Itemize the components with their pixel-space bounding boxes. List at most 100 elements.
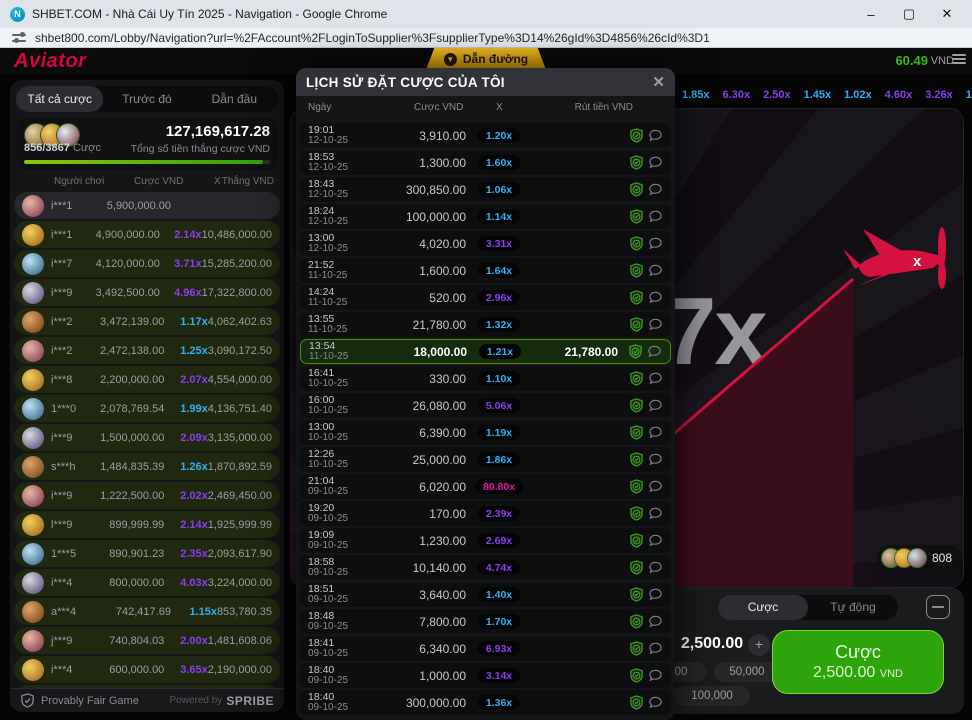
bet-time: 16:41 (308, 366, 335, 379)
site-settings-icon[interactable] (12, 31, 26, 44)
history-multiplier[interactable]: 1.17x (965, 89, 972, 101)
bet-time: 14:24 (308, 285, 335, 298)
fairness-check-icon[interactable] (629, 641, 644, 656)
close-window-button[interactable]: ✕ (941, 6, 953, 21)
fairness-check-icon[interactable] (629, 236, 644, 251)
chat-bubble-icon[interactable] (648, 209, 663, 224)
bet-amount: 330.00 (429, 371, 466, 386)
player-name: i***2 (51, 315, 73, 328)
history-row: 13:55 11-10-25 21,780.00 1.32x (300, 312, 671, 337)
bet-amount: 25,000.00 (412, 452, 466, 467)
url-text[interactable]: shbet800.com/Lobby/Navigation?url=%2FAcc… (35, 30, 710, 45)
chat-bubble-icon[interactable] (648, 128, 663, 143)
fairness-check-icon[interactable] (629, 371, 644, 386)
fairness-check-icon[interactable] (629, 155, 644, 170)
chat-bubble-icon[interactable] (648, 668, 663, 683)
avatar (22, 455, 44, 478)
chat-bubble-icon[interactable] (647, 344, 662, 359)
chat-bubble-icon[interactable] (648, 533, 663, 548)
player-win: 3,135,000.00 (207, 431, 272, 444)
history-multiplier[interactable]: 1.02x (844, 89, 872, 101)
chat-bubble-icon[interactable] (648, 587, 663, 602)
bets-sidebar: Tất cả cược Trước đó Dẫn đầu 127,169,617… (10, 80, 284, 712)
chat-bubble-icon[interactable] (648, 614, 663, 629)
fairness-check-icon[interactable] (629, 587, 644, 602)
player-multiplier: 1.15x (189, 605, 217, 618)
maximize-window-button[interactable]: ▢ (902, 6, 916, 21)
history-multiplier[interactable]: 4.60x (884, 89, 913, 101)
fairness-check-icon[interactable] (629, 560, 644, 575)
sidebar-tab[interactable]: Trước đó (122, 92, 172, 106)
chat-bubble-icon[interactable] (648, 398, 663, 413)
chat-bubble-icon[interactable] (648, 290, 663, 305)
players-list: i***1 5,900,000.00 i***1 4,900,000.00 2.… (14, 192, 280, 688)
history-multiplier[interactable]: 6.30x (722, 89, 751, 101)
history-multiplier[interactable]: 2.50x (763, 89, 791, 101)
chat-bubble-icon[interactable] (648, 641, 663, 656)
fairness-check-icon[interactable] (629, 263, 644, 278)
history-multiplier[interactable]: 1.85x (682, 89, 710, 101)
fairness-check-icon[interactable] (629, 290, 644, 305)
fairness-check-icon[interactable] (629, 668, 644, 683)
fairness-check-icon[interactable] (628, 344, 643, 359)
history-rows: 19:01 12-10-25 3,910.00 1.20x (300, 123, 671, 720)
quick-bet-button[interactable]: 100,000 (674, 686, 750, 706)
player-bet: 740,804.03 (109, 634, 165, 647)
fairness-check-icon[interactable] (629, 533, 644, 548)
nav-guide-button[interactable]: ▼ Dẫn đường (425, 48, 547, 70)
chat-bubble-icon[interactable] (648, 182, 663, 197)
chat-bubble-icon[interactable] (648, 479, 663, 494)
bet-mode-tab[interactable]: Tự động (830, 600, 876, 614)
player-row: i***7 4,120,000.00 3.71x 15,285,200.00 (14, 250, 280, 277)
fairness-check-icon[interactable] (629, 425, 644, 440)
fairness-check-icon[interactable] (629, 614, 644, 629)
fairness-check-icon[interactable] (629, 128, 644, 143)
fairness-check-icon[interactable] (629, 506, 644, 521)
fairness-check-icon[interactable] (629, 209, 644, 224)
provably-fair-label[interactable]: Provably Fair Game (41, 694, 139, 707)
round-multiplier: 1.40x (477, 587, 521, 602)
collapse-panel-icon[interactable] (926, 595, 950, 619)
bet-time: 18:43 (308, 177, 335, 190)
minimize-window-button[interactable]: – (867, 6, 875, 22)
place-bet-button[interactable]: Cược 2,500.00 VND (772, 630, 944, 694)
bet-date: 09-10-25 (308, 485, 349, 497)
quick-bet-button[interactable]: 50,000 (714, 662, 780, 682)
chat-bubble-icon[interactable] (648, 425, 663, 440)
bet-amount: 170.00 (429, 506, 466, 521)
spribe-logo[interactable]: SPRIBE (226, 693, 274, 708)
chat-bubble-icon[interactable] (648, 506, 663, 521)
chat-bubble-icon[interactable] (648, 236, 663, 251)
player-row: i***2 3,472,139.00 1.17x 4,062,402.63 (14, 308, 280, 335)
fairness-check-icon[interactable] (629, 452, 644, 467)
player-name: i***7 (51, 257, 73, 270)
bet-amount-value[interactable]: 2,500.00 (680, 635, 744, 652)
chat-bubble-icon[interactable] (648, 155, 663, 170)
fairness-check-icon[interactable] (629, 317, 644, 332)
player-name: i***9 (51, 489, 73, 502)
history-multiplier[interactable]: 1.45x (803, 89, 832, 101)
player-multiplier: 4.03x (180, 576, 208, 589)
history-row: 18:51 09-10-25 3,640.00 1.40x (300, 582, 671, 607)
chat-bubble-icon[interactable] (648, 317, 663, 332)
hamburger-menu-icon[interactable] (952, 54, 966, 66)
fairness-check-icon[interactable] (629, 479, 644, 494)
player-row: i***4 800,000.00 4.03x 3,224,000.00 (14, 569, 280, 596)
bet-mode-tab[interactable]: Cược (718, 595, 808, 620)
history-multiplier[interactable]: 3.26x (925, 89, 953, 101)
fairness-check-icon[interactable] (629, 182, 644, 197)
sidebar-tab[interactable]: Tất cả cược (16, 86, 104, 112)
bet-time: 18:51 (308, 582, 335, 595)
fairness-check-icon[interactable] (629, 398, 644, 413)
browser-urlbar[interactable]: shbet800.com/Lobby/Navigation?url=%2FAcc… (0, 28, 972, 48)
modal-close-icon[interactable]: ✕ (652, 74, 665, 91)
chat-bubble-icon[interactable] (648, 452, 663, 467)
chat-bubble-icon[interactable] (648, 263, 663, 278)
sidebar-tab[interactable]: Dẫn đầu (211, 92, 257, 106)
amount-increase-button[interactable]: + (748, 634, 770, 656)
chat-bubble-icon[interactable] (648, 371, 663, 386)
chat-bubble-icon[interactable] (648, 560, 663, 575)
fairness-check-icon[interactable] (629, 695, 644, 710)
modal-header: LỊCH SỬ ĐẶT CƯỢC CỦA TÔI ✕ (296, 68, 675, 96)
chat-bubble-icon[interactable] (648, 695, 663, 710)
